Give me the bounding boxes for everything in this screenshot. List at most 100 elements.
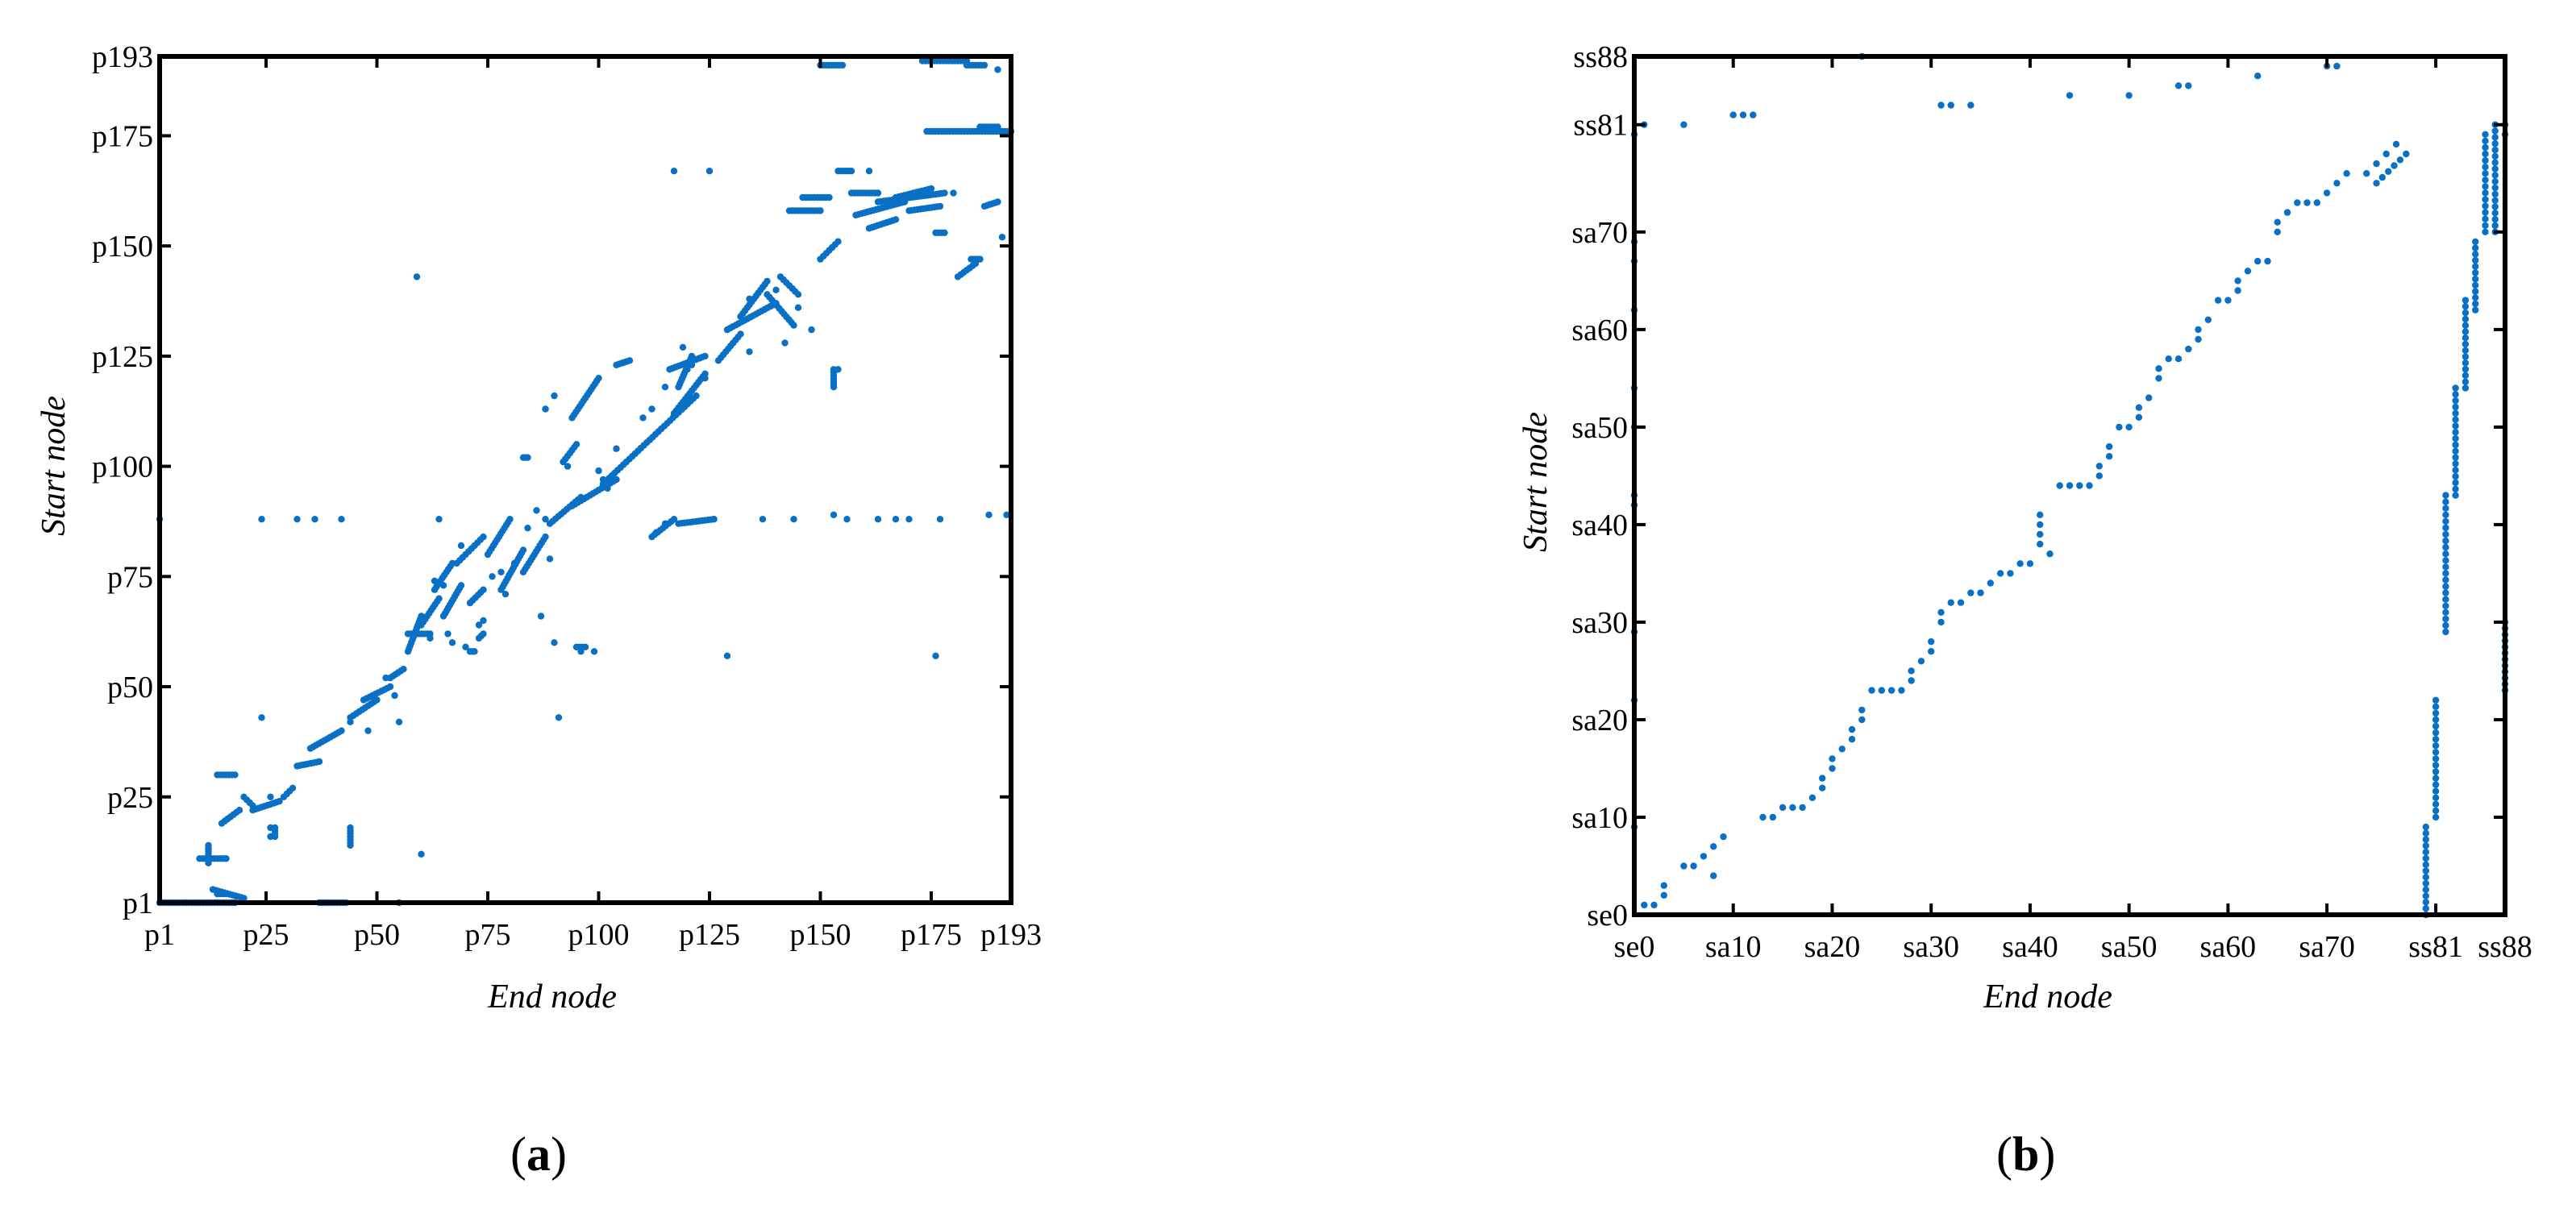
panel-b-point: [2195, 335, 2202, 343]
panel-b-point-run-0: [2422, 899, 2429, 906]
panel-b-point-run-6: [2482, 143, 2489, 152]
panel-a-point-run-11: [315, 758, 323, 766]
panel-b-point: [1858, 706, 1866, 714]
panel-b-point-run-5: [2472, 276, 2479, 283]
panel-b-point-run-6: [2482, 177, 2489, 184]
panel-b-point-run-2: [2442, 524, 2449, 532]
panel-a-y-axis-label: Start node: [35, 396, 73, 536]
panel-b-point: [2046, 550, 2054, 558]
panel-b-point-run-0: [2422, 867, 2429, 874]
panel-b-point: [2165, 355, 2172, 363]
panel-a-point: [524, 525, 531, 532]
panel-a-point: [998, 234, 1006, 241]
panel-a-point: [542, 405, 549, 413]
panel-b-point: [2016, 560, 2024, 567]
panel-b-point-run-4: [2462, 353, 2470, 360]
panel-b-x-tick-label: sa40: [2002, 930, 2058, 964]
panel-a-y-tick-label: p175: [92, 119, 153, 153]
panel-b-point-run-4: [2462, 328, 2470, 335]
panel-a-point: [431, 577, 439, 584]
panel-b-point-run-1: [2432, 722, 2440, 730]
panel-b-point: [1759, 813, 1767, 821]
panel-a-point: [267, 793, 274, 800]
panel-b-point-run-3: [2452, 409, 2459, 417]
panel-b-point: [2195, 326, 2202, 334]
panel-b-point-run-4: [2462, 347, 2470, 354]
panel-b-point: [2135, 413, 2143, 421]
panel-b-point-run-4: [2462, 365, 2470, 373]
panel-b-point-run-2: [2442, 511, 2449, 518]
panel-b-point-run-2: [2442, 589, 2449, 596]
panel-b-point: [2125, 423, 2133, 431]
panel-b-x-axis-label: End node: [1983, 978, 2112, 1016]
caption-a-letter: a: [526, 1128, 551, 1181]
panel-b-point-run-6: [2482, 137, 2489, 145]
panel-b-point-run-4: [2462, 359, 2470, 367]
panel-b-point: [1680, 121, 1688, 128]
panel-b-point-run-0: [2422, 874, 2429, 881]
panel-b-y-tick-label: sa40: [1571, 509, 1628, 542]
panel-a-x-tick-label: p125: [679, 918, 740, 952]
panel-b-y-tick-label: ss81: [1573, 109, 1628, 143]
panel-a-point-run-4: [240, 895, 248, 902]
panel-a-point: [267, 824, 274, 832]
panel-b-point: [2116, 423, 2123, 431]
panel-b-point-run-4: [2462, 378, 2470, 385]
panel-b-point: [1996, 570, 2004, 577]
panel-b-point-run-4: [2462, 309, 2470, 317]
panel-b-point-run-4: [2462, 303, 2470, 310]
panel-b-point: [1898, 687, 1905, 694]
panel-b-point: [2264, 257, 2271, 265]
panel-a-point: [590, 648, 598, 655]
panel-a-point: [347, 718, 354, 725]
panel-b-point-run-1: [2432, 729, 2440, 737]
panel-b-point-run-3: [2452, 403, 2459, 411]
panel-a-y-tick-label: p150: [92, 230, 153, 264]
panel-a-point: [710, 516, 718, 523]
panel-a-point: [652, 529, 660, 536]
panel-b-point-run-1: [2432, 749, 2440, 756]
panel-b-point-run-0: [2422, 842, 2429, 849]
panel-a-point: [639, 414, 647, 422]
panel-b-point: [1928, 638, 1935, 646]
panel-a-point: [258, 714, 265, 721]
panel-a-point-run-36: [626, 357, 634, 364]
panel-b-point-run-2: [2442, 602, 2449, 609]
panel-b-x-tick-label: sa20: [1804, 930, 1861, 964]
panel-b-point-run-5: [2472, 251, 2479, 258]
panel-a-point: [794, 304, 802, 311]
panel-a-y-tick-label: p100: [92, 451, 153, 484]
panel-b-point-run-7: [2491, 159, 2499, 166]
panel-a-x-tick-label: p193: [980, 918, 1042, 952]
panel-b-point-run-6: [2482, 131, 2489, 138]
panel-a-x-tick-label: p75: [465, 918, 511, 952]
panel-b-point-run-2: [2442, 615, 2449, 623]
panel-b-point-run-7: [2491, 197, 2499, 204]
panel-b-point: [2037, 521, 2044, 529]
panel-b-point-run-2: [2442, 621, 2449, 629]
panel-b-point: [1650, 901, 1658, 909]
panel-b-point: [2224, 297, 2232, 304]
panel-b-point-run-7: [2491, 140, 2499, 147]
panel-b-point: [2086, 482, 2093, 489]
panel-a-point-run-57: [936, 202, 944, 210]
panel-a-point: [475, 621, 483, 629]
panel-a-plot: p1 p25 p50 p75 p100 p125 p150 p175 p193 p1 p25 p50 p…: [35, 40, 1042, 1016]
panel-b-point: [2066, 92, 2074, 99]
panel-b-point: [2363, 170, 2370, 177]
panel-b-point-run-3: [2452, 479, 2459, 487]
panel-b-point-run-7: [2491, 172, 2499, 179]
caption-a: (a): [510, 1128, 567, 1181]
panel-b-point-run-1: [2432, 696, 2440, 704]
panel-a-point: [599, 476, 607, 484]
panel-b-point: [1700, 853, 1708, 860]
panel-b-point: [1729, 111, 1737, 118]
panel-a-point: [338, 516, 345, 523]
panel-a-point-run-20: [435, 595, 443, 602]
panel-b-point: [2125, 92, 2133, 99]
panel-b-point: [2214, 297, 2222, 304]
panel-b-point-run-6: [2482, 202, 2489, 210]
panel-b-point-run-7: [2491, 146, 2499, 154]
panel-a-point-run-34: [581, 643, 589, 650]
panel-a-point-run-42: [688, 352, 696, 360]
